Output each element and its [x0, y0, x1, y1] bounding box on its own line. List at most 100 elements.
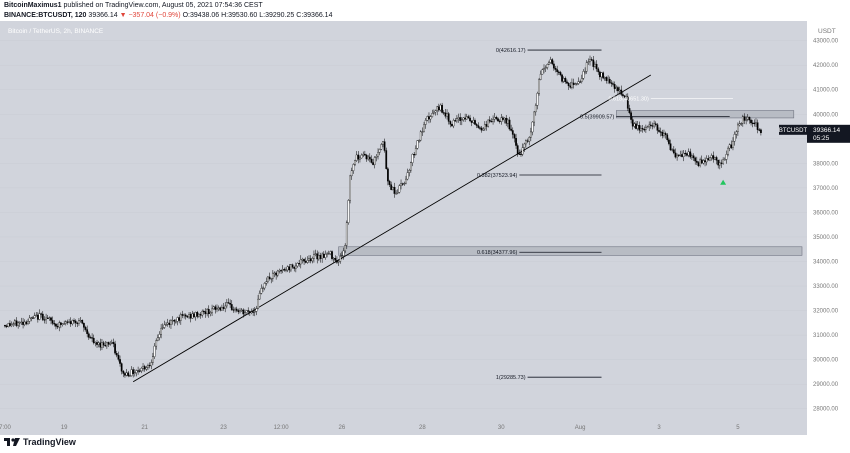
candle-body [577, 81, 580, 84]
candle-body [643, 129, 646, 131]
candle-body [574, 83, 577, 85]
candle-body [364, 153, 366, 156]
candle-body [336, 260, 338, 263]
candle-body [470, 120, 473, 123]
candle-body [580, 78, 583, 82]
candle-body [83, 323, 85, 328]
candle-body [198, 313, 200, 317]
candle-body [359, 157, 361, 160]
candle-body [676, 154, 678, 158]
candle-body [263, 283, 266, 289]
candle-body [391, 187, 394, 190]
fib-level-label: 0.5(39909.57) [580, 114, 614, 120]
candle-body [498, 120, 501, 122]
candle-body [506, 119, 509, 124]
price-change: ▼ −357.04 (−0.9%) [119, 12, 181, 19]
y-tick-label: 34000.00 [813, 259, 839, 265]
author-name[interactable]: BitcoinMaximus1 [4, 2, 62, 9]
candle-body [423, 124, 425, 132]
candle-body [485, 124, 488, 127]
candle-body [760, 129, 762, 134]
symbol-line: BINANCE:BTCUSDT, 120 [4, 12, 87, 19]
candle-body [316, 253, 319, 260]
candle-body [566, 81, 568, 84]
candle-body [319, 255, 322, 259]
candle-body [109, 342, 112, 345]
candle-body [594, 63, 596, 67]
candle-body [401, 183, 404, 185]
candle-body [753, 122, 756, 125]
candle-body [294, 265, 297, 269]
ohlc-open: O:39438.06 [182, 12, 220, 19]
candle-body [104, 344, 107, 347]
candle-body [436, 106, 439, 112]
candle-body [718, 162, 721, 166]
candle-body [492, 119, 494, 122]
candle-body [148, 365, 151, 367]
candle-body [387, 168, 389, 182]
candle-body [428, 116, 430, 120]
candle-body [740, 123, 743, 125]
candle-body [671, 149, 674, 151]
candle-body [598, 71, 601, 78]
candle-body [311, 258, 314, 262]
candle-body [396, 192, 399, 194]
fib-level-label: 0.618(40651.30) [608, 96, 649, 102]
candle-body [697, 162, 700, 166]
candle-body [271, 272, 274, 279]
candle-body [459, 117, 462, 121]
candle-body [349, 175, 351, 201]
candle-body [707, 158, 710, 161]
candle-body [605, 77, 608, 81]
candle-body [160, 328, 162, 335]
candle-body [539, 73, 542, 80]
candle-body [354, 160, 356, 165]
candle-body [395, 193, 397, 195]
candle-body [99, 342, 102, 348]
candle-body [751, 122, 754, 124]
candle-body [511, 130, 514, 135]
candle-body [562, 78, 565, 82]
candle-body [410, 162, 412, 171]
candle-body [414, 148, 417, 155]
candle-body [275, 272, 278, 276]
candle-body [204, 311, 207, 315]
candle-body [110, 342, 113, 344]
candle-body [18, 322, 21, 324]
candle-body [119, 359, 121, 364]
candle-body [549, 59, 552, 63]
candle-body [646, 126, 649, 128]
x-tick-label: 3 [657, 425, 661, 431]
candle-body [569, 85, 572, 88]
candle-body [442, 112, 445, 114]
candle-body [214, 306, 217, 310]
candle-body [196, 312, 199, 317]
candle-body [441, 104, 443, 113]
candle-body [582, 71, 585, 79]
candle-body [449, 121, 452, 125]
candle-body [158, 334, 161, 338]
x-tick-label: Aug [575, 425, 586, 431]
candle-body [173, 319, 176, 322]
candle-body [152, 356, 154, 363]
candle-body [738, 123, 741, 126]
candle-body [493, 117, 496, 120]
candle-body [15, 320, 18, 326]
candle-body [645, 127, 647, 130]
tradingview-brand[interactable]: TradingView [4, 437, 76, 447]
candle-body [733, 134, 736, 142]
candle-body [714, 157, 716, 160]
publish-info: BitcoinMaximus1 published on TradingView… [4, 2, 263, 9]
candle-body [426, 116, 429, 121]
candle-body [165, 324, 167, 326]
candle-body [728, 144, 731, 149]
candle-body [479, 127, 481, 129]
candle-body [46, 317, 49, 319]
candle-body [398, 185, 401, 193]
price-chart[interactable]: Bitcoin / TetherUS, 2h, BINANCE USDT 0(4… [0, 21, 850, 435]
fib-level-label: 0(42616.17) [496, 48, 526, 54]
candle-body [538, 79, 540, 94]
candle-body [434, 110, 437, 113]
candle-body [22, 321, 24, 325]
candle-body [408, 169, 411, 173]
